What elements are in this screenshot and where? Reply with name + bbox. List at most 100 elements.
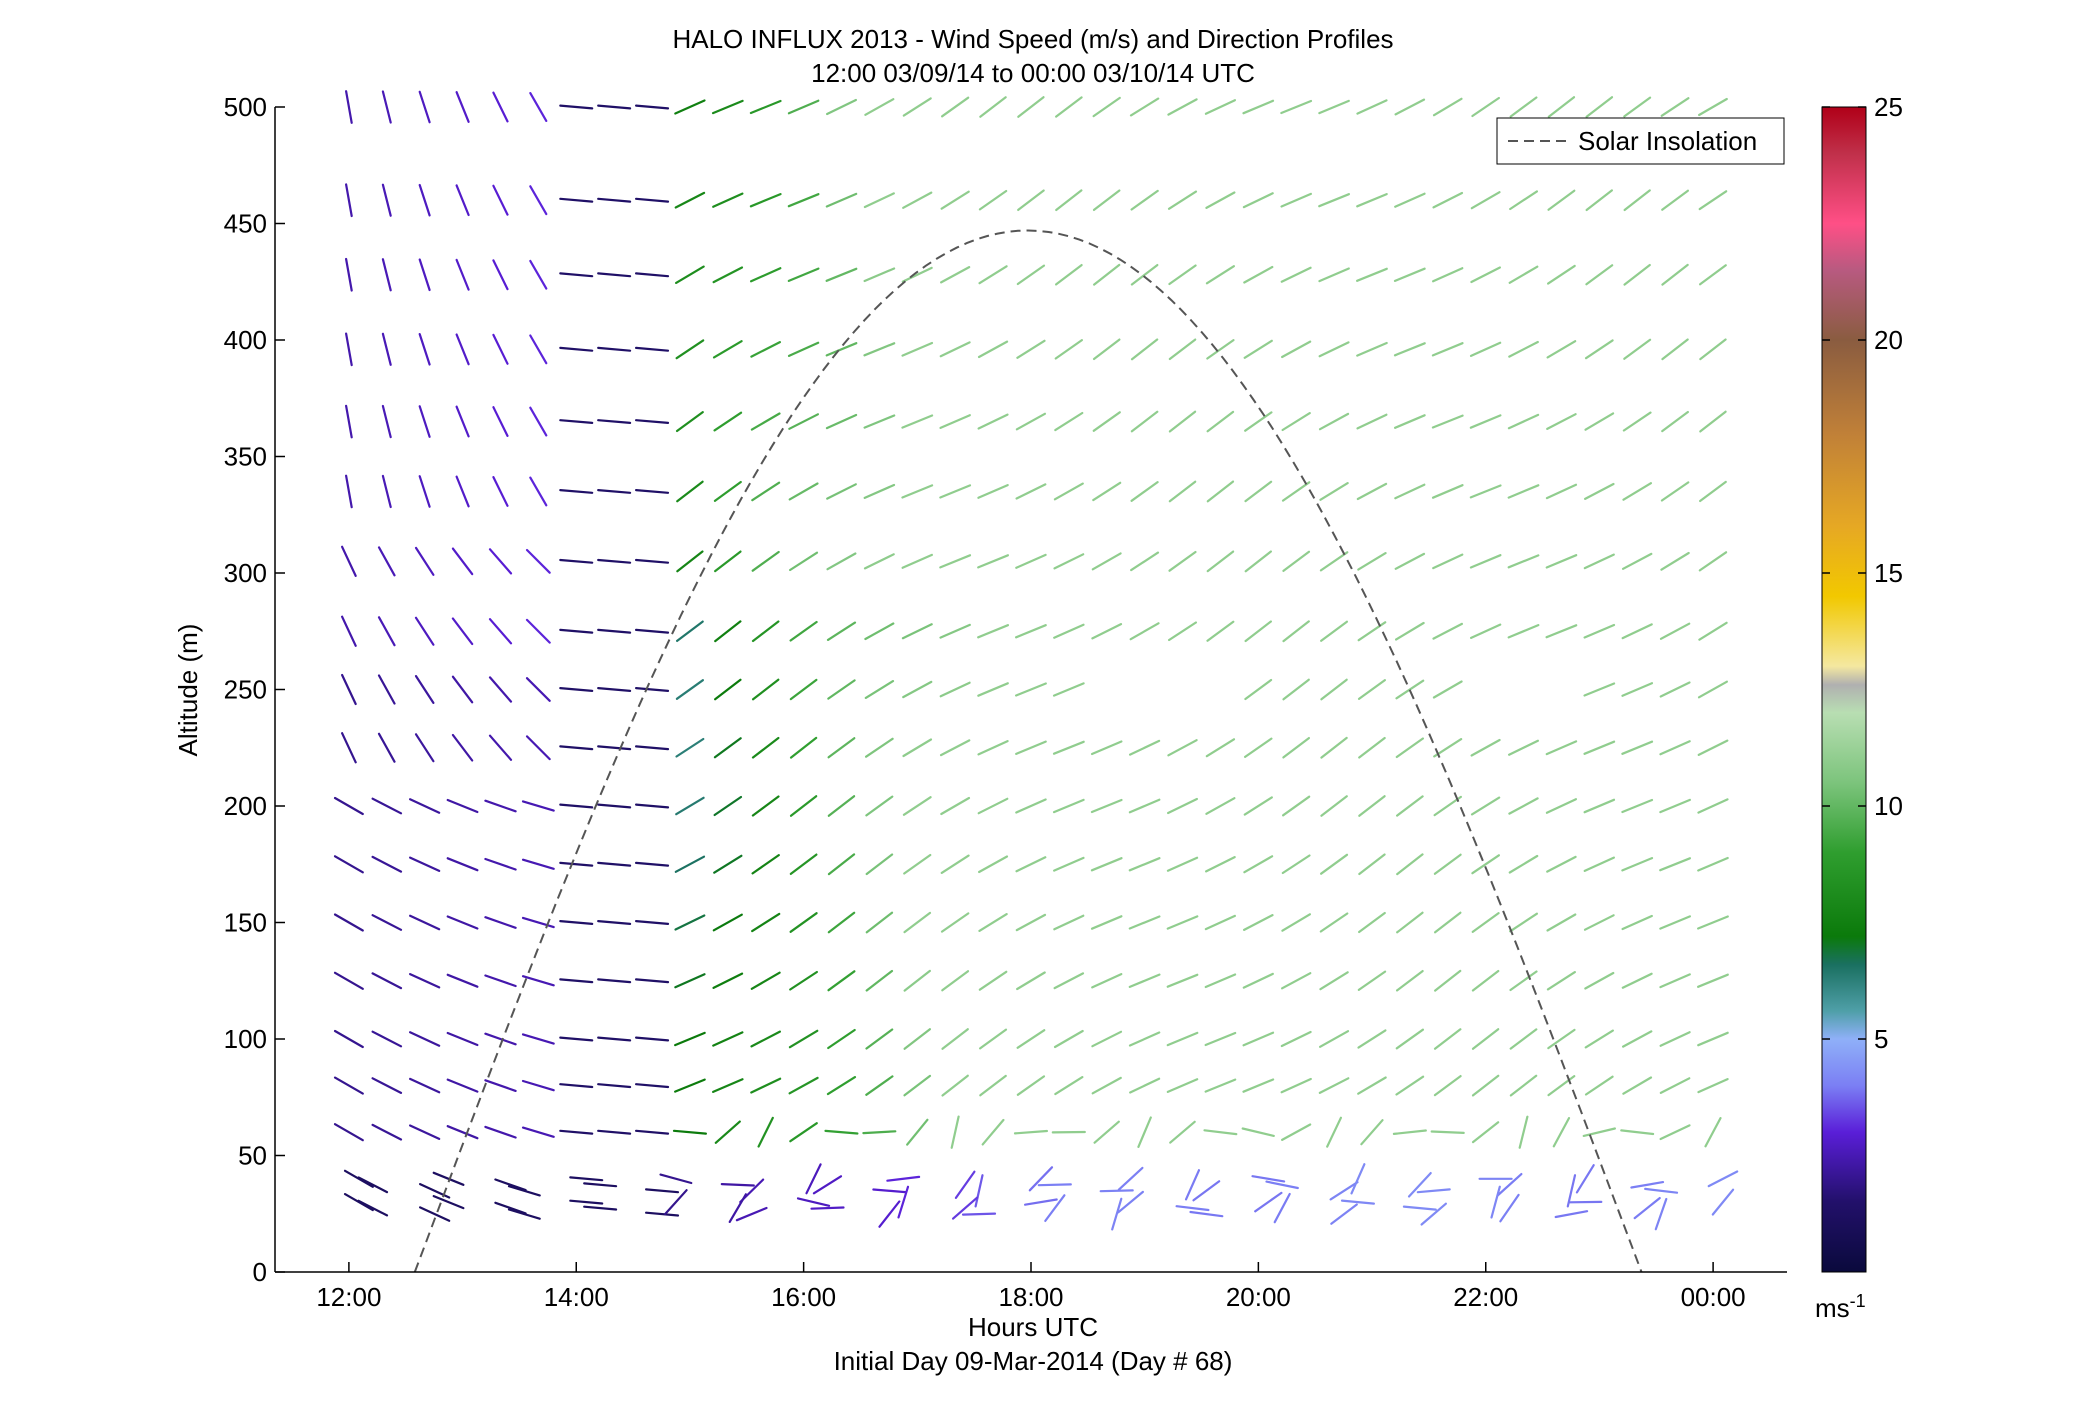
wind-barb: [1091, 622, 1123, 640]
wind-barb: [789, 678, 818, 701]
wind-barb: [1137, 1116, 1152, 1149]
wind-barb: [1280, 340, 1312, 359]
wind-barb: [333, 971, 364, 990]
wind-barb: [1319, 971, 1349, 991]
wind-barb: [1546, 264, 1576, 285]
wind-barb: [1393, 267, 1426, 282]
wind-barb: [377, 616, 396, 647]
chart-subtitle: 12:00 03/09/14 to 00:00 03/10/14 UTC: [811, 58, 1255, 88]
wind-barb: [825, 267, 858, 282]
wind-barb: [1433, 911, 1462, 934]
wind-barb: [676, 480, 704, 503]
wind-barb: [675, 620, 704, 643]
x-tick-label: 20:00: [1226, 1282, 1291, 1312]
wind-barb: [1091, 1030, 1123, 1048]
wind-barb: [1092, 411, 1121, 432]
wind-barb: [1470, 796, 1501, 816]
wind-barb: [711, 99, 744, 115]
wind-barb: [409, 914, 441, 931]
wind-barb: [451, 733, 474, 762]
wind-barb: [529, 91, 548, 123]
wind-barb: [675, 411, 704, 433]
wind-barb: [1583, 740, 1616, 755]
wind-barb: [1356, 413, 1388, 430]
wind-barb: [521, 858, 555, 870]
wind-barb: [1583, 623, 1616, 639]
wind-barb: [789, 1122, 818, 1143]
wind-barb: [488, 548, 513, 575]
wind-barb: [1054, 411, 1084, 432]
wind-barb: [1509, 190, 1539, 211]
x-ticks: 12:00 14:00 16:00 18:00 20:00 22:00 00:00: [316, 1262, 1746, 1312]
wind-barb: [1622, 482, 1653, 501]
wind-barb: [1496, 1172, 1523, 1197]
wind-barb: [1244, 411, 1273, 432]
y-tick-label: 300: [224, 558, 267, 588]
wind-barb: [1052, 682, 1085, 697]
wind-barb: [559, 686, 594, 693]
wind-barb: [941, 1028, 969, 1050]
wind-barb: [559, 628, 594, 634]
wind-barb: [1092, 263, 1121, 286]
wind-barb: [676, 550, 704, 573]
wind-barb: [1242, 913, 1274, 932]
wind-barb: [789, 912, 818, 933]
wind-barb: [713, 854, 743, 874]
wind-barb: [494, 1201, 527, 1215]
wind-barb: [1621, 623, 1653, 640]
wind-barb: [1204, 855, 1236, 873]
wind-barb: [1092, 96, 1121, 118]
wind-barb: [451, 675, 474, 704]
wind-barb: [1282, 736, 1311, 759]
wind-barb: [1431, 267, 1464, 283]
wind-barb: [787, 193, 820, 208]
wind-barb: [1319, 912, 1349, 933]
wind-barb: [1583, 856, 1616, 873]
wind-barb: [1552, 1116, 1571, 1148]
wind-barb: [521, 1033, 555, 1045]
wind-barb: [1205, 797, 1236, 815]
wind-barb: [333, 1123, 364, 1142]
wind-barb: [1661, 338, 1689, 361]
wind-barb: [414, 546, 435, 576]
wind-barb: [1189, 1210, 1224, 1218]
wind-barb: [674, 914, 706, 931]
wind-barb: [1621, 682, 1654, 697]
wind-barb: [1360, 1119, 1384, 1146]
wind-barb: [529, 259, 548, 290]
wind-barb: [446, 915, 479, 930]
wind-barb: [1508, 340, 1539, 358]
colorbar-unit: ms-1: [1815, 1291, 1866, 1323]
wind-barb: [569, 1176, 604, 1182]
wind-barb: [409, 856, 441, 873]
wind-barb: [529, 406, 548, 437]
wind-barb: [903, 911, 932, 934]
wind-barb: [863, 414, 896, 429]
wind-barb: [903, 853, 932, 875]
wind-barb: [1128, 973, 1161, 989]
wind-barb: [1704, 1116, 1722, 1148]
wind-barb: [1508, 854, 1539, 874]
wind-barb: [1244, 678, 1273, 701]
wind-barb: [1659, 1124, 1691, 1141]
wind-barb: [381, 404, 392, 439]
wind-barb: [634, 1036, 670, 1042]
wind-barb: [1282, 550, 1311, 573]
wind-barb: [484, 857, 517, 871]
wind-barb: [1015, 856, 1047, 873]
wind-barb: [674, 265, 705, 284]
wind-barb: [1707, 1170, 1739, 1188]
wind-barb: [1583, 914, 1615, 931]
wind-barb: [484, 1125, 517, 1139]
wind-barb: [634, 419, 670, 424]
wind-barb: [1319, 482, 1349, 501]
wind-barb: [345, 404, 353, 439]
wind-barb: [1192, 1180, 1221, 1202]
wind-barb: [1015, 740, 1047, 756]
wind-barb: [1130, 338, 1159, 361]
wind-barb: [1128, 1031, 1161, 1047]
wind-barb: [939, 681, 971, 698]
wind-barb: [664, 1189, 688, 1216]
wind-barb: [1130, 551, 1160, 572]
wind-barb: [446, 1125, 479, 1140]
